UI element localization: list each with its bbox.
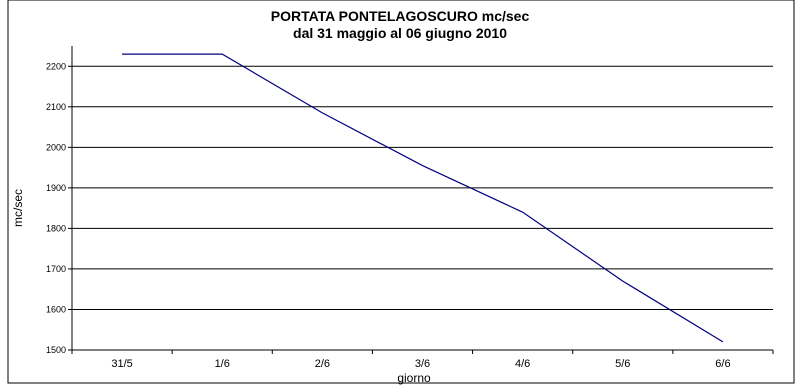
x-tick-label-2: 2/6 (315, 358, 330, 370)
x-tick-label-5: 5/6 (615, 358, 630, 370)
y-tick-label-2200: 2200 (46, 61, 66, 71)
plot-area: 1500 1600 1700 1800 1900 2000 2100 2200 31/5 1/6 2… (46, 46, 774, 370)
x-tick-label-0: 31/5 (111, 358, 132, 370)
y-tick-label-2000: 2000 (46, 142, 66, 152)
x-axis-label: giorno (397, 371, 431, 385)
y-tick-label-1900: 1900 (46, 183, 66, 193)
chart-border (7, 0, 795, 384)
chart-title: PORTATA PONTELAGOSCURO mc/sec (271, 8, 530, 24)
x-tick-label-6: 6/6 (715, 358, 730, 370)
y-axis-label: mc/sec (11, 189, 25, 227)
x-tick-label-1: 1/6 (215, 358, 230, 370)
x-tick-label-3: 3/6 (415, 358, 430, 370)
y-tick-label-1800: 1800 (46, 223, 66, 233)
y-tick-label-1500: 1500 (46, 345, 66, 355)
y-tick-label-2100: 2100 (46, 102, 66, 112)
x-tick-label-4: 4/6 (515, 358, 530, 370)
chart-subtitle: dal 31 maggio al 06 giugno 2010 (293, 25, 507, 41)
y-tick-label-1700: 1700 (46, 264, 66, 274)
y-tick-label-1600: 1600 (46, 304, 66, 314)
